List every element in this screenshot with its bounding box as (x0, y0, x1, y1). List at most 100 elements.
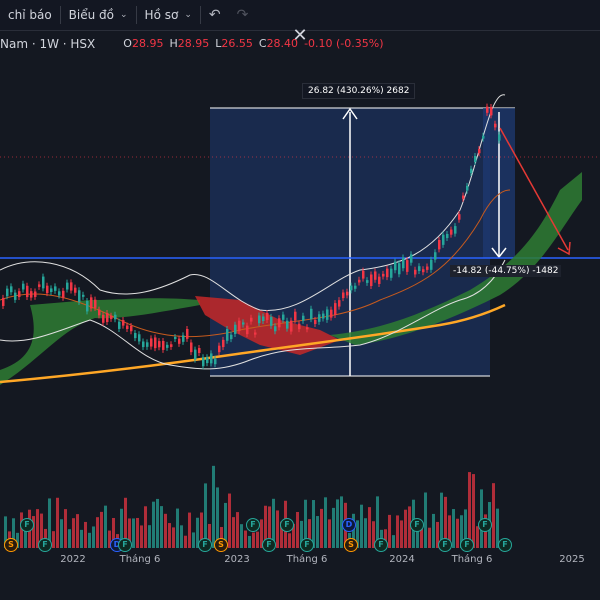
event-marker[interactable]: F (118, 538, 132, 552)
close-value: 28.40 (266, 37, 299, 50)
volume-bar (372, 521, 375, 548)
volume-bar (48, 498, 51, 548)
event-marker[interactable]: S (214, 538, 228, 552)
candle-body (26, 285, 29, 298)
candle-body (198, 347, 201, 354)
volume-bar (148, 525, 151, 548)
volume-bar (276, 510, 279, 548)
event-marker[interactable]: D (342, 518, 356, 532)
volume-bar (392, 535, 395, 548)
volume-bar (140, 525, 143, 548)
candle-body (154, 337, 157, 349)
event-marker[interactable]: F (300, 538, 314, 552)
toolbar-divider (59, 6, 61, 24)
event-marker[interactable]: F (410, 518, 424, 532)
volume-bar (168, 523, 171, 548)
xaxis-label: 2024 (389, 554, 415, 565)
candle-body (162, 340, 165, 350)
event-marker[interactable]: F (280, 518, 294, 532)
volume-bar (300, 520, 303, 548)
volume-bar (292, 523, 295, 548)
event-marker[interactable]: F (20, 518, 34, 532)
event-marker[interactable]: F (262, 538, 276, 552)
volume-bar (432, 513, 435, 548)
candle-body (190, 342, 193, 353)
chart-menu-button[interactable]: Biểu đồ ⌄ (61, 0, 136, 30)
candle-body (86, 300, 89, 312)
ichimoku-cloud-green-2 (330, 172, 582, 345)
volume-bar (404, 509, 407, 548)
volume-bar (464, 509, 467, 548)
candle-body (50, 288, 53, 292)
event-marker[interactable]: F (438, 538, 452, 552)
volume-bar (224, 502, 227, 548)
volume-bar (244, 530, 247, 548)
candle-body (130, 325, 133, 332)
annotations[interactable] (499, 127, 571, 256)
candle-body (174, 336, 177, 339)
volume-bar (428, 527, 431, 548)
candle-body (234, 324, 237, 334)
redo-icon[interactable]: ↷ (236, 7, 249, 23)
volume-bar (64, 509, 67, 548)
candle-body (370, 274, 373, 287)
chevron-down-icon: ⌄ (120, 10, 128, 20)
event-marker[interactable]: F (498, 538, 512, 552)
price-chart[interactable] (0, 55, 600, 548)
indicators-button[interactable]: chỉ báo (0, 0, 60, 30)
close-icon[interactable]: ✕ (292, 25, 308, 46)
candle-body (406, 260, 409, 272)
volume-bar (128, 518, 131, 548)
event-marker[interactable]: F (38, 538, 52, 552)
candle-body (438, 240, 441, 250)
event-marker[interactable]: F (198, 538, 212, 552)
volume-bar (476, 526, 479, 548)
volume-bar (420, 528, 423, 548)
volume-bar (132, 518, 135, 548)
volume-bar (332, 507, 335, 548)
projection-arrow (499, 127, 569, 251)
event-marker[interactable]: F (460, 538, 474, 552)
symbol-label[interactable]: Nam · 1W · HSX (0, 37, 96, 51)
volume-bar (336, 499, 339, 548)
event-marker[interactable]: F (478, 518, 492, 532)
volume-bar (24, 524, 27, 548)
xaxis-label: 2025 (559, 554, 585, 565)
volume-bar (260, 519, 263, 548)
low-label: L (215, 37, 222, 50)
candle-body (118, 321, 121, 329)
candle-body (434, 252, 437, 260)
volume-bar (16, 532, 19, 548)
event-marker[interactable]: S (4, 538, 18, 552)
indicators-label: chỉ báo (8, 8, 52, 22)
volume-bar (364, 518, 367, 548)
candle-body (2, 297, 5, 306)
candle-body (350, 285, 353, 291)
volume-bar (308, 519, 311, 548)
event-marker[interactable]: S (344, 538, 358, 552)
event-marker[interactable]: F (374, 538, 388, 552)
volume-bar (396, 515, 399, 548)
undo-icon[interactable]: ↶ (208, 7, 221, 23)
candle-body (382, 273, 385, 277)
candle-body (310, 308, 313, 320)
candle-body (166, 344, 169, 348)
volume-bar (188, 512, 191, 548)
event-marker[interactable]: F (246, 518, 260, 532)
volume-bar (112, 517, 115, 548)
volume-bar (172, 527, 175, 548)
volume-bar (136, 517, 139, 548)
xaxis-label: 2022 (60, 554, 86, 565)
time-axis: 2022 Tháng 6 2023 Tháng 6 2024 Tháng 6 2… (0, 548, 600, 570)
candle-body (422, 269, 425, 273)
candle-body (138, 334, 141, 342)
candle-body (346, 291, 349, 296)
candle-body (482, 135, 485, 139)
volume-bar (400, 520, 403, 548)
candle-body (274, 326, 277, 332)
profile-menu-button[interactable]: Hồ sơ ⌄ (137, 0, 200, 30)
candle-body (458, 214, 461, 220)
candle-body (258, 315, 261, 324)
volume-bar (228, 493, 231, 548)
candle-body (374, 271, 377, 280)
